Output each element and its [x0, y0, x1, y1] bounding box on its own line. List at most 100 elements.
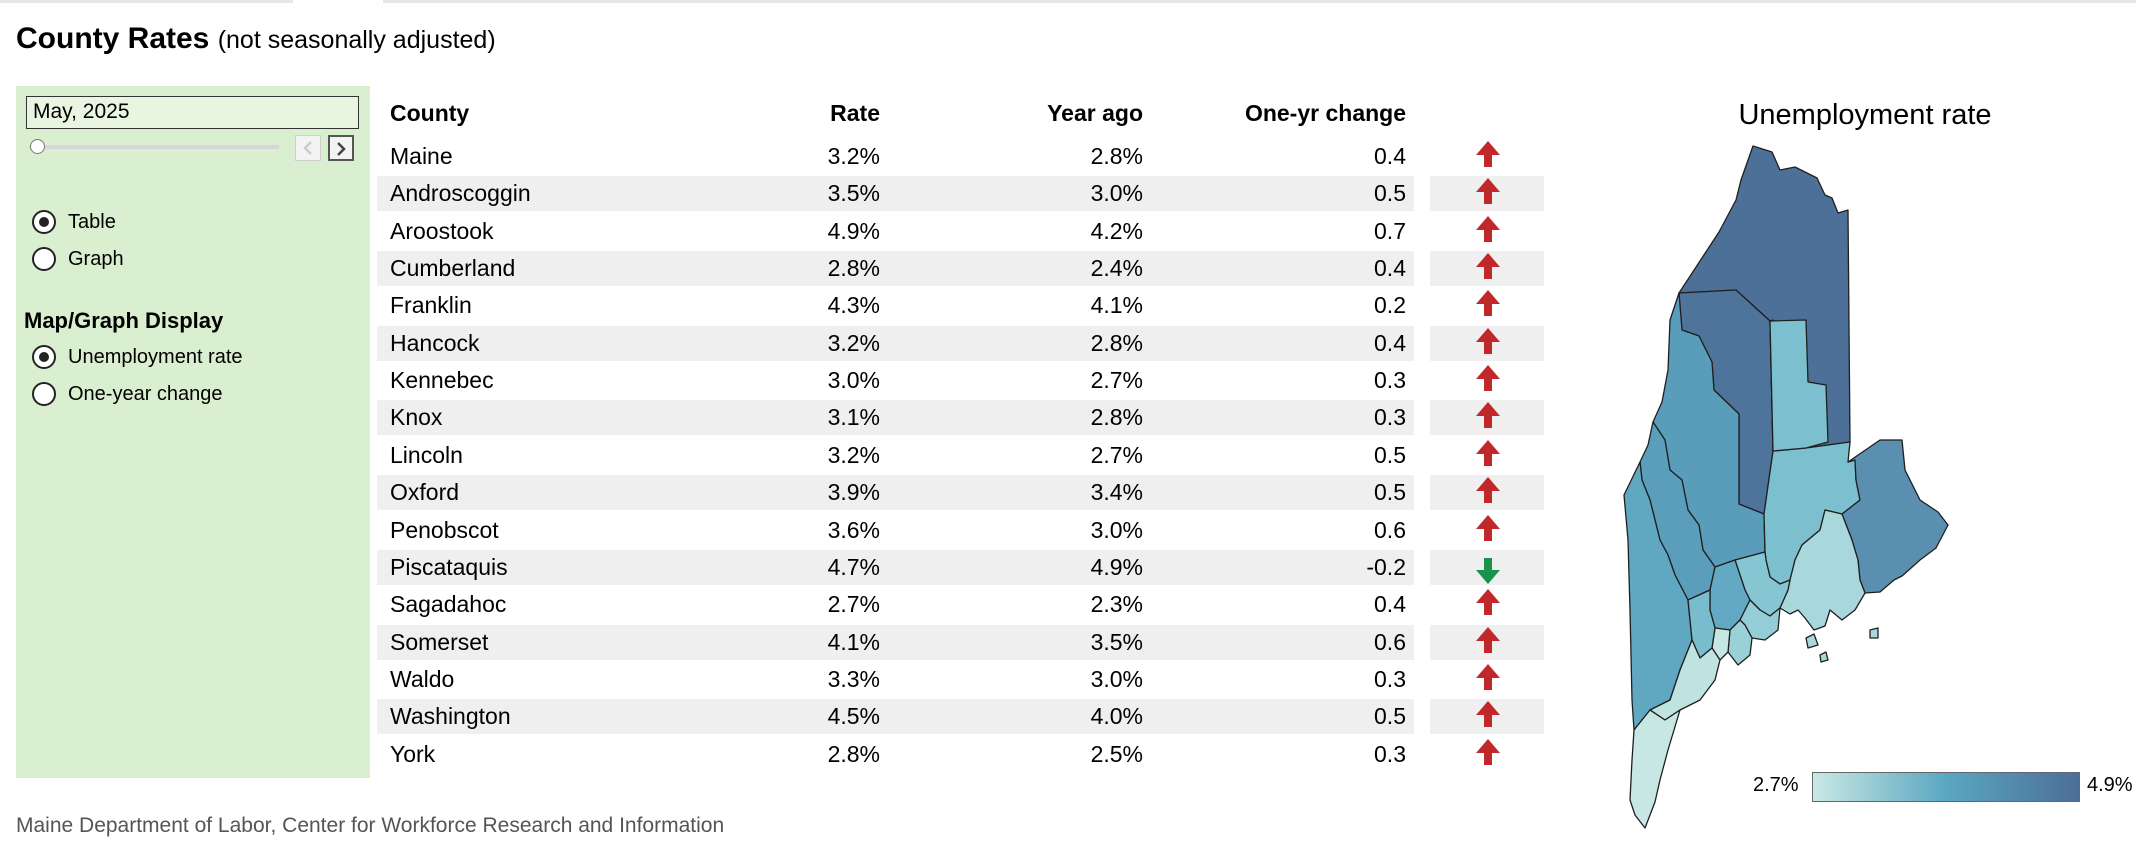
- arrow-up-icon: [1476, 664, 1500, 690]
- display-rate-label[interactable]: Unemployment rate: [68, 346, 243, 368]
- county-map: [1623, 145, 1949, 829]
- rate-cell: 4.1%: [827, 629, 880, 655]
- county-cell: Washington: [390, 703, 511, 729]
- change-cell: 0.5: [1374, 703, 1406, 729]
- county-cell: Kennebec: [390, 367, 494, 393]
- view-table-radio[interactable]: [32, 210, 56, 234]
- county-hancock[interactable]: [1779, 509, 1866, 631]
- rate-cell: 3.0%: [827, 367, 880, 393]
- county-cell: Sagadahoc: [390, 591, 507, 617]
- county-cell: Piscataquis: [390, 554, 508, 580]
- legend-color-scale: [1812, 772, 2080, 802]
- county-york[interactable]: [1629, 709, 1681, 829]
- map-title: Unemployment rate: [1738, 99, 1992, 131]
- year-ago-cell: 2.8%: [1090, 143, 1143, 169]
- control-panel: May, 2025 Table Graph Map/Graph Display …: [16, 86, 370, 778]
- change-cell: 0.3: [1374, 367, 1406, 393]
- year-ago-cell: 3.4%: [1090, 479, 1143, 505]
- title-subtitle: (not seasonally adjusted): [217, 26, 496, 54]
- arrow-up-icon: [1476, 701, 1500, 727]
- date-slider-track[interactable]: [29, 145, 279, 149]
- row-stripe: [377, 326, 1414, 361]
- arrow-up-icon: [1476, 739, 1500, 765]
- year-ago-cell: 3.5%: [1090, 629, 1143, 655]
- rate-cell: 4.5%: [827, 703, 880, 729]
- year-ago-cell: 4.2%: [1090, 218, 1143, 244]
- county-lincoln[interactable]: [1727, 619, 1753, 666]
- island: [1819, 651, 1829, 663]
- year-ago-cell: 2.8%: [1090, 404, 1143, 430]
- year-ago-cell: 2.3%: [1090, 591, 1143, 617]
- rate-cell: 3.5%: [827, 180, 880, 206]
- county-cell: Franklin: [390, 292, 472, 318]
- island: [1869, 627, 1879, 639]
- display-heading: Map/Graph Display: [24, 308, 224, 333]
- year-ago-cell: 2.7%: [1090, 367, 1143, 393]
- county-penobscot-north[interactable]: [1769, 319, 1829, 452]
- chevron-right-icon: [337, 142, 346, 156]
- change-cell: 0.7: [1374, 218, 1406, 244]
- arrow-up-icon: [1476, 141, 1500, 167]
- county-cell: Knox: [390, 404, 443, 430]
- year-ago-cell: 3.0%: [1090, 180, 1143, 206]
- date-field[interactable]: May, 2025: [26, 96, 359, 129]
- next-date-button[interactable]: [328, 135, 354, 161]
- county-cell: Hancock: [390, 330, 480, 356]
- date-slider-knob[interactable]: [30, 139, 45, 154]
- legend-min-label: 2.7%: [1753, 774, 1799, 796]
- header-one-yr-change: One-yr change: [1244, 100, 1406, 126]
- county-cell: Cumberland: [390, 255, 516, 281]
- arrow-up-icon: [1476, 253, 1500, 279]
- rate-cell: 4.3%: [827, 292, 880, 318]
- view-graph-label[interactable]: Graph: [68, 248, 124, 270]
- header-county: County: [390, 100, 470, 126]
- island: [1805, 633, 1819, 649]
- change-cell: 0.5: [1374, 442, 1406, 468]
- tab-indicator: [293, 0, 383, 3]
- arrow-up-icon: [1476, 290, 1500, 316]
- header-year-ago: Year ago: [1047, 100, 1143, 126]
- rate-cell: 3.2%: [827, 330, 880, 356]
- row-stripe: [377, 699, 1414, 734]
- view-graph-radio[interactable]: [32, 247, 56, 271]
- rate-cell: 3.1%: [827, 404, 880, 430]
- rate-cell: 3.6%: [827, 517, 880, 543]
- display-change-label[interactable]: One-year change: [68, 383, 223, 405]
- previous-date-button[interactable]: [295, 135, 321, 161]
- arrow-up-icon: [1476, 627, 1500, 653]
- county-cumberland[interactable]: [1649, 639, 1721, 721]
- county-cell: Somerset: [390, 629, 489, 655]
- year-ago-cell: 4.9%: [1090, 554, 1143, 580]
- arrow-up-icon: [1476, 365, 1500, 391]
- county-cell: Oxford: [390, 479, 460, 505]
- arrow-up-icon: [1476, 440, 1500, 466]
- county-cell: Maine: [390, 143, 453, 169]
- display-rate-radio[interactable]: [32, 345, 56, 369]
- chevron-left-icon: [303, 141, 312, 155]
- page-title: County Rates (not seasonally adjusted): [16, 22, 496, 56]
- year-ago-cell: 2.4%: [1090, 255, 1143, 281]
- row-stripe: [377, 625, 1414, 660]
- county-cell: Androscoggin: [390, 180, 531, 206]
- arrow-up-icon: [1476, 477, 1500, 503]
- rate-cell: 2.8%: [827, 255, 880, 281]
- view-table-label[interactable]: Table: [68, 211, 116, 233]
- change-cell: 0.4: [1374, 143, 1406, 169]
- display-change-radio[interactable]: [32, 382, 56, 406]
- year-ago-cell: 2.8%: [1090, 330, 1143, 356]
- change-cell: 0.6: [1374, 629, 1406, 655]
- rate-cell: 3.2%: [827, 143, 880, 169]
- change-cell: 0.3: [1374, 741, 1406, 767]
- change-cell: 0.2: [1374, 292, 1406, 318]
- change-cell: 0.5: [1374, 479, 1406, 505]
- county-cell: Waldo: [390, 666, 455, 692]
- change-cell: 0.3: [1374, 404, 1406, 430]
- year-ago-cell: 3.0%: [1090, 517, 1143, 543]
- rate-cell: 3.3%: [827, 666, 880, 692]
- legend-max-label: 4.9%: [2087, 774, 2133, 796]
- change-cell: 0.5: [1374, 180, 1406, 206]
- county-washington[interactable]: [1841, 439, 1949, 594]
- year-ago-cell: 4.0%: [1090, 703, 1143, 729]
- change-cell: -0.2: [1366, 554, 1406, 580]
- source-note: Maine Department of Labor, Center for Wo…: [16, 814, 725, 837]
